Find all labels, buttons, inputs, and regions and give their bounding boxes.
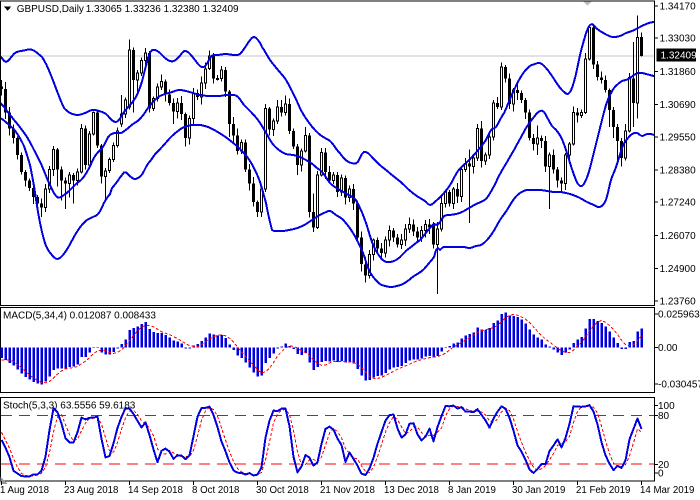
- svg-text:13 Dec 2018: 13 Dec 2018: [384, 485, 439, 496]
- svg-text:-0.030457: -0.030457: [658, 380, 700, 391]
- svg-text:14 Sep 2018: 14 Sep 2018: [128, 485, 183, 496]
- svg-text:1.30690: 1.30690: [660, 100, 697, 111]
- svg-text:1.29550: 1.29550: [660, 132, 697, 143]
- svg-text:14 Mar 2019: 14 Mar 2019: [640, 485, 694, 496]
- svg-text:100: 100: [658, 401, 675, 412]
- svg-text:MACD(5,34,4) 0.012087 0.008433: MACD(5,34,4) 0.012087 0.008433: [3, 310, 156, 321]
- svg-text:1 Aug 2018: 1 Aug 2018: [0, 485, 49, 496]
- svg-text:1.33065 1.33236 1.32380 1.3240: 1.33065 1.33236 1.32380 1.32409: [86, 4, 239, 15]
- svg-text:1.26070: 1.26070: [660, 231, 697, 242]
- svg-text:0.00: 0.00: [658, 343, 678, 354]
- svg-text:1.27240: 1.27240: [660, 198, 697, 209]
- svg-text:21 Nov 2018: 21 Nov 2018: [320, 485, 375, 496]
- svg-text:1.28380: 1.28380: [660, 165, 697, 176]
- svg-text:80: 80: [658, 411, 670, 422]
- svg-text:Stoch(5,3,3) 63.5556 59.6183: Stoch(5,3,3) 63.5556 59.6183: [3, 401, 136, 412]
- svg-text:8 Oct 2018: 8 Oct 2018: [192, 485, 239, 496]
- svg-text:1.33030: 1.33030: [660, 34, 697, 45]
- svg-text:0: 0: [658, 469, 664, 480]
- svg-text:20: 20: [658, 460, 670, 471]
- svg-text:1.24900: 1.24900: [660, 264, 697, 275]
- svg-text:30 Oct 2018: 30 Oct 2018: [256, 485, 309, 496]
- svg-text:8 Jan 2019: 8 Jan 2019: [448, 485, 496, 496]
- svg-text:0.025963: 0.025963: [658, 310, 700, 321]
- svg-text:1.32409: 1.32409: [661, 51, 698, 62]
- svg-text:1.31860: 1.31860: [660, 67, 697, 78]
- svg-text:1.34170: 1.34170: [660, 1, 697, 12]
- svg-text:GBPUSD,Daily: GBPUSD,Daily: [17, 4, 84, 15]
- svg-text:23 Aug 2018: 23 Aug 2018: [64, 485, 118, 496]
- svg-text:30 Jan 2019: 30 Jan 2019: [512, 485, 565, 496]
- svg-text:1.23760: 1.23760: [660, 296, 697, 307]
- svg-text:21 Feb 2019: 21 Feb 2019: [576, 485, 630, 496]
